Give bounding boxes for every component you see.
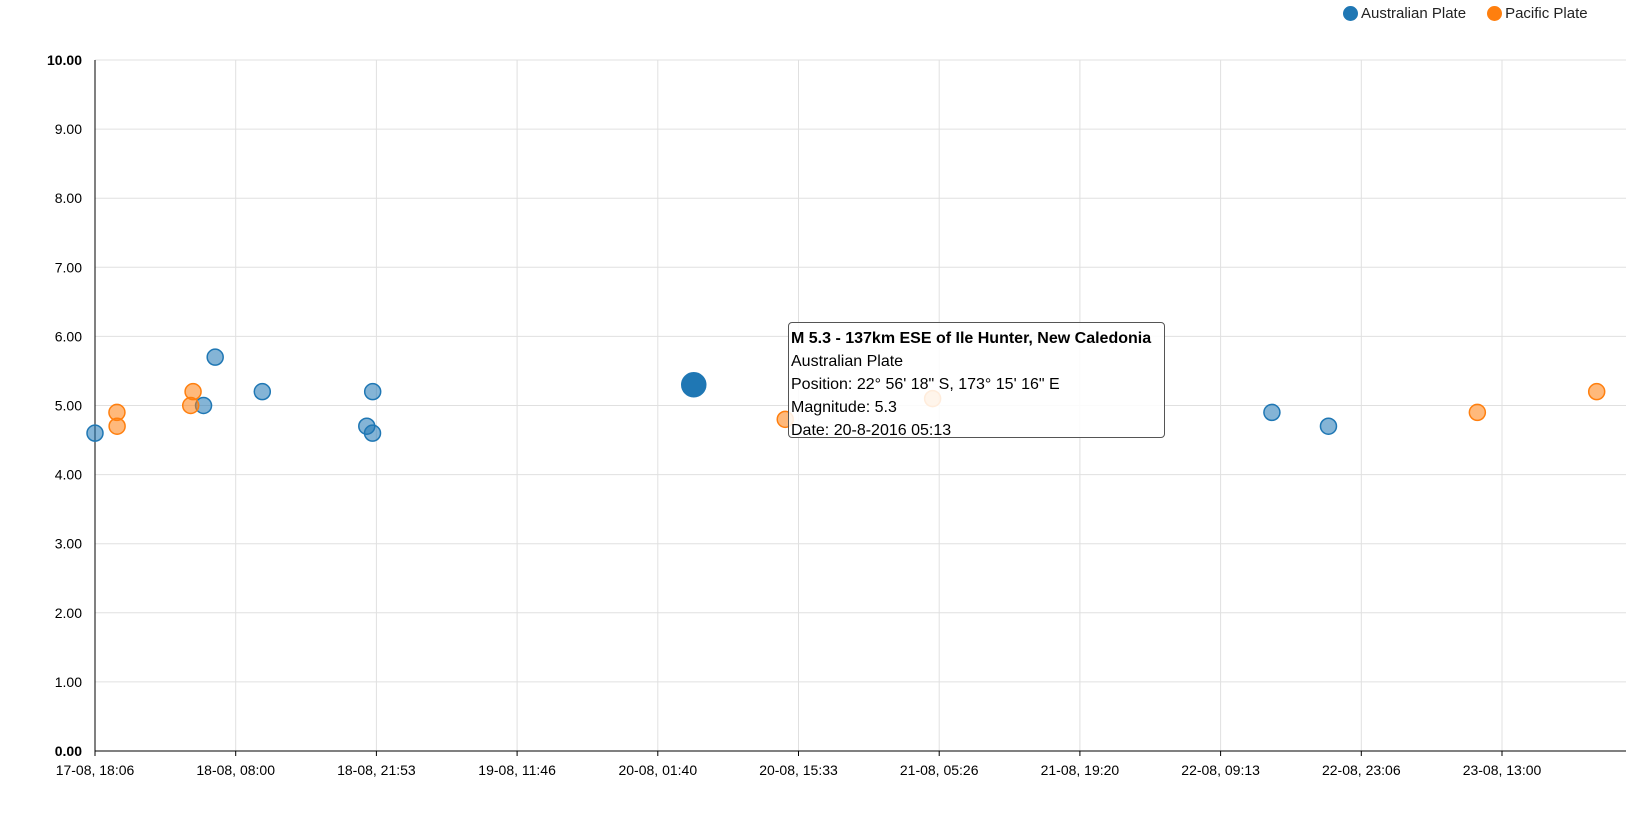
x-tick-label: 22-08, 23:06 [1322,762,1401,778]
y-tick-label: 2.00 [55,605,82,621]
y-tick-label: 6.00 [55,328,82,344]
legend-swatch-australian-plate [1343,6,1358,21]
point-australian-plate [253,382,272,401]
tooltip-title: M 5.3 - 137km ESE of Ile Hunter, New Cal… [791,330,1152,347]
x-tick-label: 21-08, 19:20 [1041,762,1120,778]
highlighted-point [681,372,707,398]
legend-label-australian-plate: Australian Plate [1361,5,1467,22]
y-tick-label: 10.00 [47,52,82,68]
legend-label-pacific-plate: Pacific Plate [1505,5,1588,22]
x-tick-label: 19-08, 11:46 [478,762,556,778]
x-tick-label: 22-08, 09:13 [1181,762,1260,778]
y-tick-label: 8.00 [55,190,82,206]
x-tick-label: 18-08, 08:00 [196,762,275,778]
tooltip-plate: Australian Plate [791,353,904,370]
y-tick-label: 0.00 [55,743,82,759]
y-tick-label: 3.00 [55,536,82,552]
legend-item-pacific-plate[interactable]: Pacific Plate [1487,5,1588,22]
point-pacific-plate [184,382,202,401]
tooltip-magnitude: Magnitude: 5.3 [791,399,897,416]
point-pacific-plate [1468,403,1487,422]
legend-item-australian-plate[interactable]: Australian Plate [1343,5,1466,22]
point-australian-plate [86,424,104,442]
y-tick-label: 5.00 [55,398,82,414]
y-tick-label: 1.00 [55,674,82,690]
point-australian-plate [363,382,382,401]
tooltip-date: Date: 20-8-2016 05:13 [791,422,952,439]
y-tick-label: 7.00 [55,259,82,275]
x-tick-label: 18-08, 21:53 [337,762,416,778]
tooltip-position: Position: 22° 56' 18" S, 173° 15' 16" E [791,376,1060,393]
point-australian-plate [206,348,224,366]
x-tick-label: 21-08, 05:26 [900,762,979,778]
point-australian-plate [1263,403,1281,422]
legend: Australian Plate Pacific Plate [1343,5,1609,22]
point-australian-plate [1319,417,1338,435]
point-pacific-plate [108,417,126,435]
x-tick-label: 17-08, 18:06 [56,762,135,778]
x-tick-label: 20-08, 15:33 [759,762,838,778]
x-tick-label: 20-08, 01:40 [618,762,697,778]
point-australian-plate [363,424,382,442]
legend-swatch-pacific-plate [1487,6,1503,21]
y-tick-label: 4.00 [55,467,82,483]
point-pacific-plate [1587,382,1606,401]
tooltip: M 5.3 - 137km ESE of Ile Hunter, New Cal… [788,322,1165,439]
y-tick-label: 9.00 [55,121,82,137]
x-tick-label: 23-08, 13:00 [1463,762,1542,778]
